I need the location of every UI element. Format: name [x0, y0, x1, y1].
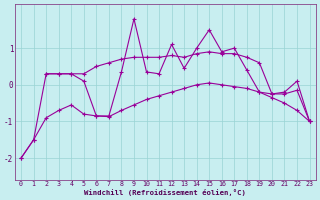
X-axis label: Windchill (Refroidissement éolien,°C): Windchill (Refroidissement éolien,°C)	[84, 189, 246, 196]
